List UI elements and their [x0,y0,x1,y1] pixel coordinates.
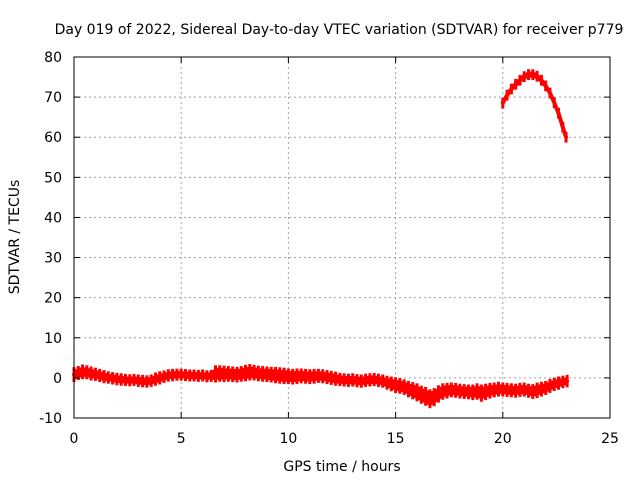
grid [74,57,610,418]
series-0 [72,364,570,409]
series-line [72,369,570,401]
chart-title: Day 019 of 2022, Sidereal Day-to-day VTE… [55,22,624,38]
x-tick-label: 20 [494,431,512,447]
y-tick-label: 10 [44,331,62,347]
y-tick-label: 30 [44,251,62,267]
y-tick-label: 50 [44,170,62,186]
series-1 [500,69,568,143]
x-tick-label: 0 [70,431,79,447]
y-tick-label: 70 [44,90,62,106]
ticks [73,56,611,419]
series-layer [72,69,570,409]
y-tick-label: 20 [44,291,62,307]
x-axis-label: GPS time / hours [283,459,400,475]
y-tick-label: 0 [53,371,62,387]
y-tick-label: -10 [39,411,62,427]
series-line [500,72,568,140]
x-tick-label: 15 [387,431,405,447]
x-tick-label: 10 [279,431,297,447]
x-tick-label: 5 [177,431,186,447]
y-axis-label: SDTVAR / TECUs [7,180,23,295]
y-tick-label: 60 [44,130,62,146]
x-tick-label: 25 [601,431,619,447]
y-tick-label: 80 [44,50,62,66]
y-tick-label: 40 [44,210,62,226]
plot-frame [73,56,611,419]
tick-labels: 0 5 10 15 20 25 -10 0 10 20 30 40 50 60 70 80 [39,50,619,447]
